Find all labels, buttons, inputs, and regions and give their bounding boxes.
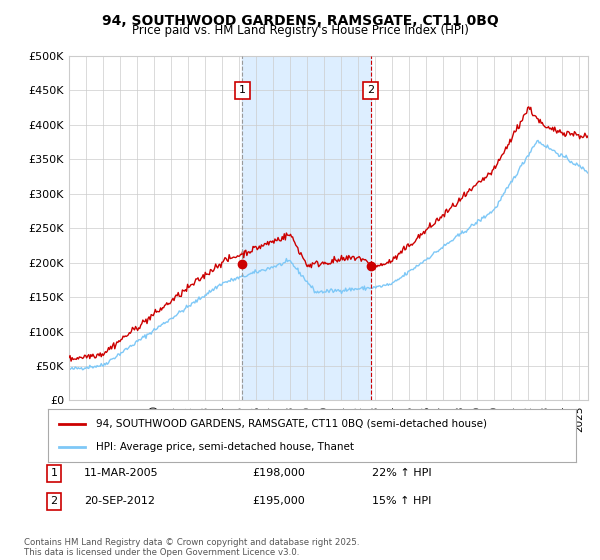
Text: 94, SOUTHWOOD GARDENS, RAMSGATE, CT11 0BQ: 94, SOUTHWOOD GARDENS, RAMSGATE, CT11 0B… <box>101 14 499 28</box>
Text: 2: 2 <box>367 86 374 95</box>
Text: 22% ↑ HPI: 22% ↑ HPI <box>372 468 431 478</box>
Text: 1: 1 <box>239 86 246 95</box>
Bar <box>242 56 371 400</box>
Text: 20-SEP-2012: 20-SEP-2012 <box>84 496 155 506</box>
Text: Contains HM Land Registry data © Crown copyright and database right 2025.
This d: Contains HM Land Registry data © Crown c… <box>24 538 359 557</box>
Text: 15% ↑ HPI: 15% ↑ HPI <box>372 496 431 506</box>
Text: 2: 2 <box>50 496 58 506</box>
Text: 1: 1 <box>50 468 58 478</box>
Text: £198,000: £198,000 <box>252 468 305 478</box>
Text: 11-MAR-2005: 11-MAR-2005 <box>84 468 158 478</box>
Text: HPI: Average price, semi-detached house, Thanet: HPI: Average price, semi-detached house,… <box>95 442 353 452</box>
Text: Price paid vs. HM Land Registry's House Price Index (HPI): Price paid vs. HM Land Registry's House … <box>131 24 469 36</box>
Text: £195,000: £195,000 <box>252 496 305 506</box>
Text: 94, SOUTHWOOD GARDENS, RAMSGATE, CT11 0BQ (semi-detached house): 94, SOUTHWOOD GARDENS, RAMSGATE, CT11 0B… <box>95 419 487 429</box>
